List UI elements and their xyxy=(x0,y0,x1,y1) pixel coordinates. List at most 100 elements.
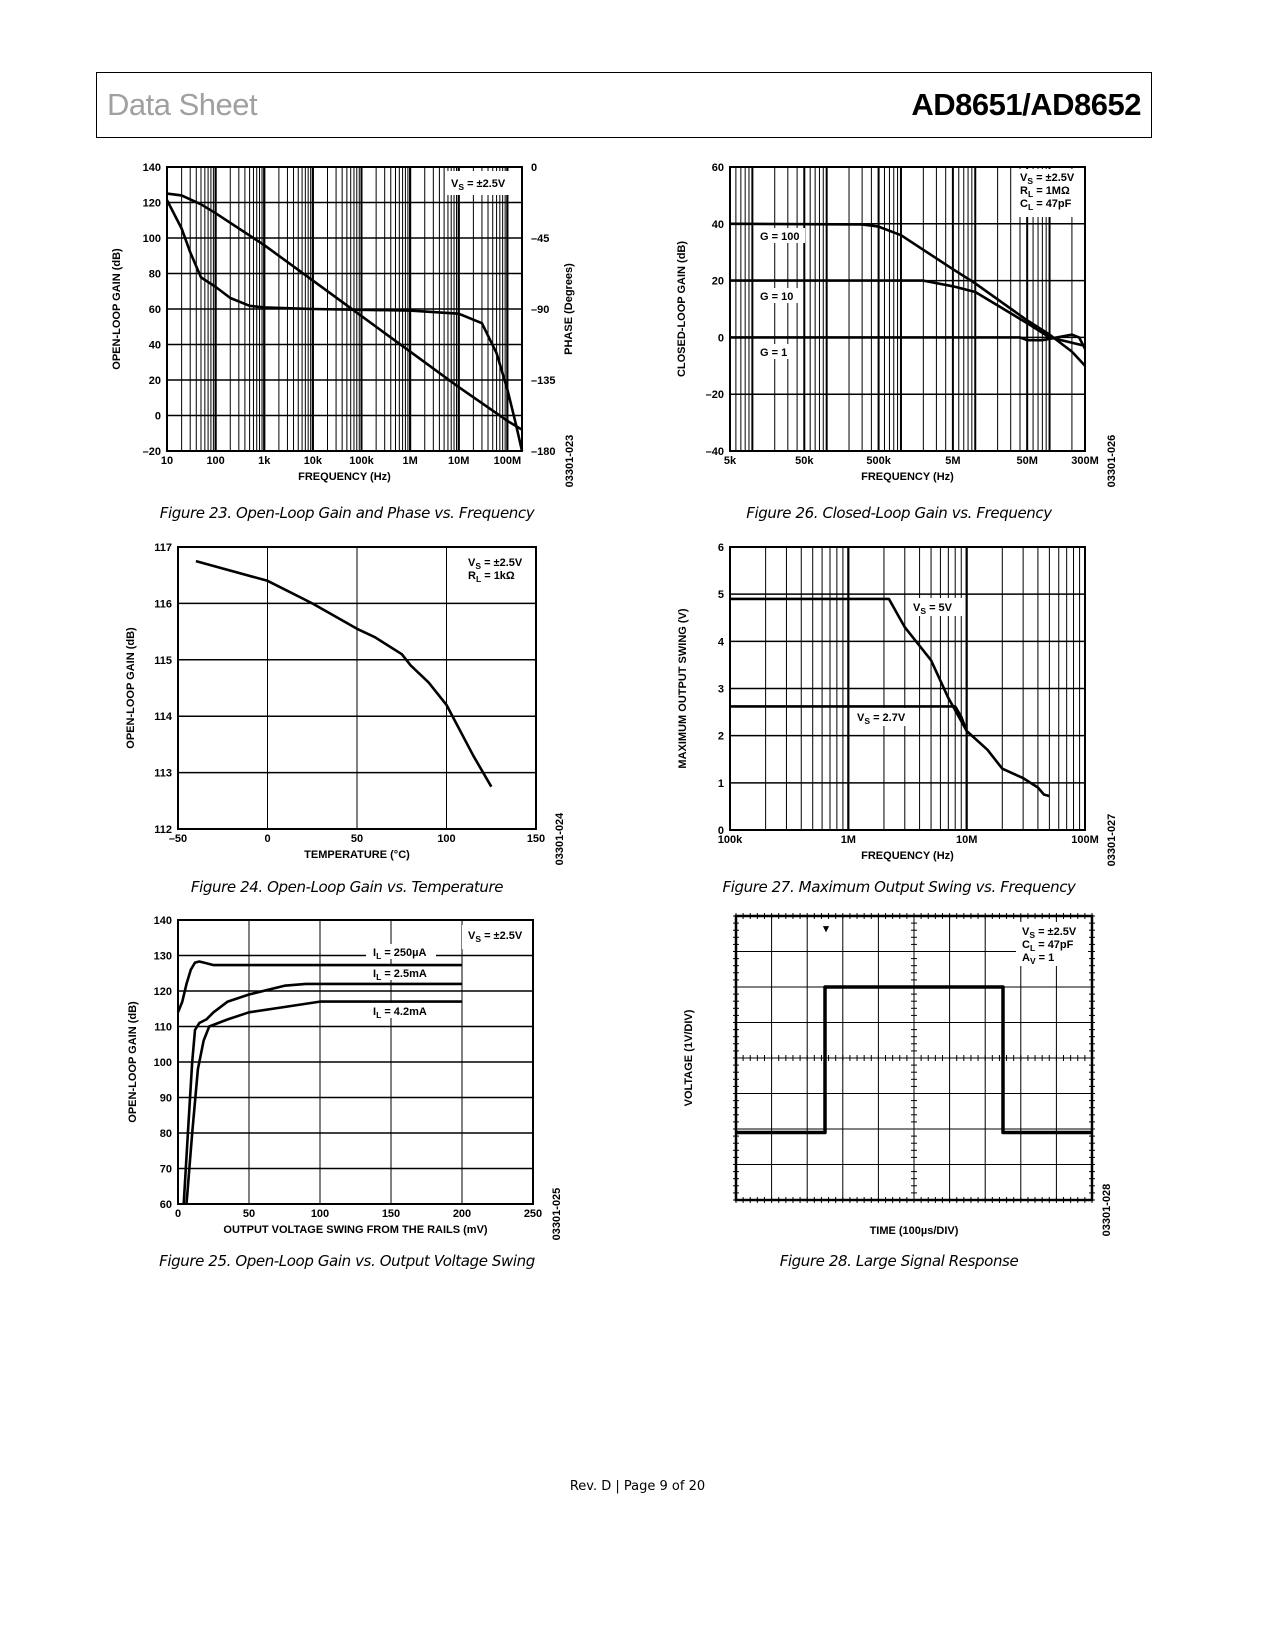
trigger-marker-icon: ▾ xyxy=(822,923,829,935)
y-tick-label: 0 xyxy=(718,332,724,344)
annotation-background xyxy=(366,965,436,980)
annotation-label: G = 10 xyxy=(760,291,793,303)
y-tick-label: 40 xyxy=(712,219,724,231)
x-tick-label: 0 xyxy=(264,833,270,845)
figure-code: 03301-026 xyxy=(1106,435,1118,488)
y-tick-label: 1 xyxy=(718,778,724,790)
series-line-il-4-2ma xyxy=(185,1000,462,1205)
x-tick-label: 100 xyxy=(206,455,224,467)
x-tick-label: 10M xyxy=(956,834,977,846)
y-axis-title: CLOSED-LOOP GAIN (dB) xyxy=(676,241,688,377)
x-tick-label: 5k xyxy=(724,455,737,467)
plot-frame xyxy=(166,166,523,452)
figure-code: 03301-027 xyxy=(1106,814,1118,867)
x-tick-label: 100 xyxy=(437,833,455,845)
y-tick-label: 20 xyxy=(712,276,724,288)
figure-code: 03301-023 xyxy=(564,435,576,488)
x-axis-title: OUTPUT VOLTAGE SWING FROM THE RAILS (mV) xyxy=(223,1224,488,1236)
series-line-g-1 xyxy=(730,333,1087,350)
series-line-g-10 xyxy=(730,279,1086,348)
y-tick-label: 114 xyxy=(154,711,173,723)
y-tick-label: 115 xyxy=(154,655,172,667)
figure-26-caption: Figure 26. Closed-Loop Gain vs. Frequenc… xyxy=(746,504,1052,522)
y-tick-label: 140 xyxy=(143,162,161,174)
y-tick-label: 90 xyxy=(160,1093,172,1105)
y-tick-label: 6 xyxy=(718,542,724,554)
annotation-background xyxy=(1016,922,1088,966)
x-axis-title: FREQUENCY (Hz) xyxy=(861,471,954,483)
annotation-background xyxy=(462,552,532,590)
y2-tick-label: 0 xyxy=(531,162,537,174)
annotation-label: RL = 1MΩ xyxy=(1020,185,1070,199)
plot-frame xyxy=(177,919,534,1205)
y-tick-label: 117 xyxy=(154,542,172,554)
y-tick-label: 100 xyxy=(154,1057,172,1069)
y-tick-label: 140 xyxy=(154,915,172,927)
y-axis-title: MAXIMUM OUTPUT SWING (V) xyxy=(677,608,689,768)
y2-axis-title: PHASE (Degrees) xyxy=(563,263,575,355)
figure-25-caption: Figure 25. Open-Loop Gain vs. Output Vol… xyxy=(159,1252,535,1270)
page-header: Data Sheet AD8651/AD8652 xyxy=(96,72,1152,138)
y-tick-label: 20 xyxy=(149,375,161,387)
y-tick-label: 4 xyxy=(718,636,725,648)
y-tick-label: 112 xyxy=(154,824,172,836)
y-tick-label: 5 xyxy=(718,589,724,601)
series-line-vs-5v xyxy=(730,597,1050,798)
annotation-background xyxy=(462,925,530,949)
figure-23-caption: Figure 23. Open-Loop Gain and Phase vs. … xyxy=(159,504,535,522)
x-tick-label: 1k xyxy=(258,455,271,467)
y-tick-label: 116 xyxy=(154,598,172,610)
x-tick-label: 100M xyxy=(1071,834,1099,846)
x-tick-label: 10M xyxy=(448,455,469,467)
figure-code: 03301-025 xyxy=(551,1188,563,1241)
y2-tick-label: –135 xyxy=(531,375,555,387)
y-tick-label: –20 xyxy=(143,446,161,458)
x-tick-label: 100 xyxy=(311,1208,329,1220)
y-tick-label: 110 xyxy=(154,1022,172,1034)
annotation-label: CL = 47pF xyxy=(1022,939,1074,953)
annotation-label: IL = 2.5mA xyxy=(373,968,427,982)
y2-tick-label: –45 xyxy=(531,233,549,245)
y-axis-title: OPEN-LOOP GAIN (dB) xyxy=(111,248,123,370)
x-axis-title: TIME (100µs/DIV) xyxy=(870,1225,959,1237)
x-axis-title: TEMPERATURE (°C) xyxy=(304,849,410,861)
figure-24-caption: Figure 24. Open-Loop Gain vs. Temperatur… xyxy=(190,878,504,896)
x-tick-label: 300M xyxy=(1071,455,1099,467)
figure-code: 03301-028 xyxy=(1101,1184,1113,1237)
x-axis-title: FREQUENCY (Hz) xyxy=(861,850,954,862)
y-tick-label: 3 xyxy=(718,684,724,696)
y-tick-label: 130 xyxy=(154,951,172,963)
annotation-label: G = 1 xyxy=(760,347,787,359)
header-part-number: AD8651/AD8652 xyxy=(911,87,1141,122)
annotation-label: AV = 1 xyxy=(1022,952,1054,966)
annotation-background xyxy=(908,598,964,616)
annotation-label: VS = ±2.5V xyxy=(1022,926,1077,940)
plot-frame xyxy=(177,546,537,830)
header-doc-type: Data Sheet xyxy=(107,87,258,122)
y-tick-label: 80 xyxy=(160,1128,172,1140)
x-tick-label: 500k xyxy=(866,455,891,467)
x-tick-label: 50M xyxy=(1016,455,1037,467)
annotation-background xyxy=(446,171,520,195)
x-tick-label: 0 xyxy=(175,1208,181,1220)
x-tick-label: 50 xyxy=(243,1208,255,1220)
series-line-output xyxy=(736,985,1092,1135)
annotation-label: VS = 2.7V xyxy=(857,712,906,726)
annotation-label: VS = ±2.5V xyxy=(1020,172,1075,186)
x-tick-label: 10k xyxy=(304,455,323,467)
y-tick-label: 80 xyxy=(149,269,161,281)
annotation-label: IL = 4.2mA xyxy=(373,1006,427,1020)
chart-fig23: VS = ±2.5V 10 100 1k 10k 100k 1M 10M 100M –20 0 20 4… xyxy=(111,162,576,487)
chart-fig27: VS = 5V VS = 2.7V 100k 1M 10M 100M 0 1 2 3 4 5 6 FREQ… xyxy=(677,542,1118,866)
y-tick-label: –40 xyxy=(706,446,724,458)
y-tick-label: 60 xyxy=(712,162,724,174)
series-line-vs-2-7v xyxy=(730,705,968,732)
y2-tick-label: –90 xyxy=(531,304,549,316)
x-tick-label: 100k xyxy=(718,834,743,846)
x-tick-label: 5M xyxy=(945,455,960,467)
annotation-label: VS = 5V xyxy=(913,602,953,616)
annotation-background xyxy=(852,708,912,726)
annotation-background xyxy=(366,944,436,959)
x-tick-label: 150 xyxy=(382,1208,400,1220)
chart-fig25: VS = ±2.5V IL = 250µA IL = 2.5mA IL = 4.2mA… xyxy=(127,915,563,1240)
